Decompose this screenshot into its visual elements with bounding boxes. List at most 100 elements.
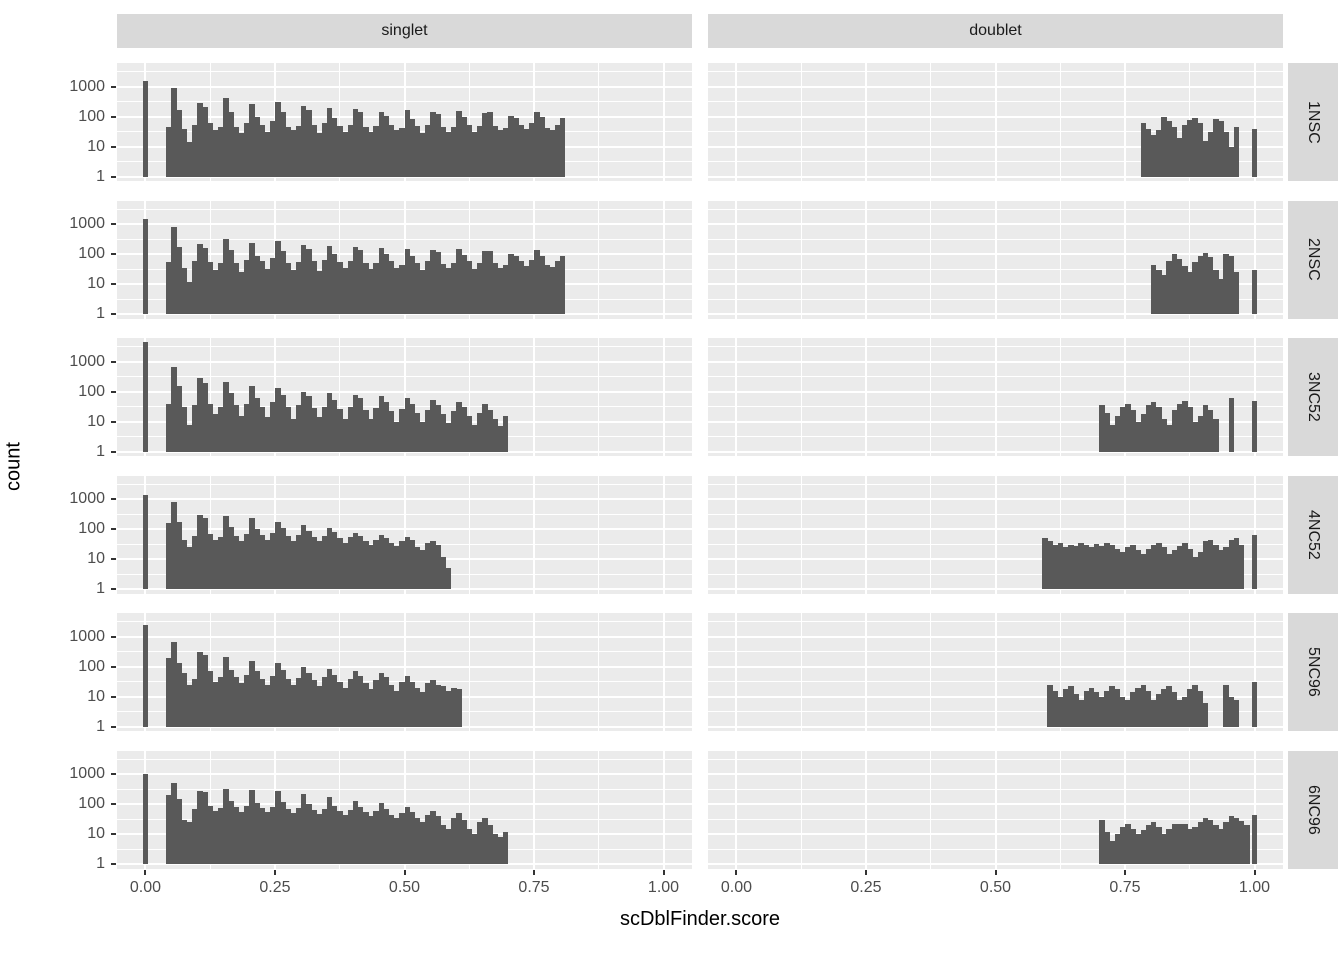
- histogram-bar: [212, 130, 219, 177]
- histogram-bar: [1140, 414, 1147, 452]
- histogram-bar: [1192, 556, 1198, 589]
- histogram-bar: [1207, 409, 1214, 452]
- histogram-bar: [1073, 694, 1079, 727]
- histogram-bar: [197, 651, 203, 727]
- histogram-bar: [414, 262, 421, 314]
- y-major-gridline: [117, 498, 692, 501]
- facet-row-strip: 4NC52: [1288, 475, 1338, 594]
- histogram-bar: [477, 262, 483, 314]
- histogram-bar: [1171, 692, 1178, 727]
- histogram-bar: [1104, 542, 1110, 590]
- histogram-bar: [1099, 405, 1105, 452]
- x-minor-gridline: [1059, 338, 1061, 456]
- histogram-bar: [420, 269, 426, 315]
- histogram-bar: [352, 109, 359, 177]
- histogram-bar: [502, 416, 509, 452]
- x-minor-gridline: [339, 475, 341, 594]
- histogram-bar: [1104, 831, 1110, 864]
- histogram-bar: [440, 414, 447, 452]
- x-minor-gridline: [1059, 475, 1061, 594]
- histogram-bar: [233, 405, 240, 452]
- histogram-bar: [176, 799, 183, 864]
- histogram-bar: [1233, 699, 1240, 727]
- x-major-gridline: [1253, 613, 1256, 731]
- histogram-bar: [440, 127, 447, 177]
- histogram-bar: [166, 262, 172, 314]
- histogram-bar: [388, 814, 395, 864]
- y-major-gridline: [117, 450, 692, 453]
- x-axis-tick-label: 0.00: [720, 878, 753, 896]
- histogram-bar: [1068, 686, 1074, 727]
- y-axis-tick-label: 100: [78, 795, 105, 813]
- x-axis-tick: [403, 869, 406, 875]
- y-major-gridline: [117, 863, 692, 866]
- histogram-bar: [528, 123, 535, 177]
- histogram-bar: [1161, 547, 1167, 589]
- histogram-bar: [461, 116, 467, 177]
- histogram-bar: [409, 682, 416, 727]
- histogram-bar: [440, 686, 447, 727]
- histogram-bar: [347, 406, 354, 452]
- histogram-bar: [1156, 694, 1162, 727]
- x-minor-gridline: [468, 63, 470, 181]
- histogram-bar: [368, 132, 374, 177]
- histogram-bar: [269, 533, 276, 589]
- histogram-bar: [326, 393, 333, 452]
- histogram-bar: [280, 394, 286, 452]
- x-major-gridline: [864, 338, 867, 456]
- histogram-bar: [539, 117, 545, 177]
- histogram-bar: [471, 834, 478, 864]
- histogram-bar: [1171, 409, 1178, 452]
- histogram-bar: [202, 248, 208, 315]
- histogram-bar: [243, 674, 250, 727]
- histogram-bar: [528, 260, 535, 314]
- facet-panel: [117, 475, 692, 594]
- histogram-bar: [295, 534, 302, 590]
- facet-col-strip: doublet: [708, 14, 1283, 48]
- histogram-bar: [420, 822, 426, 864]
- histogram-bar: [254, 117, 260, 177]
- histogram-bar: [197, 102, 203, 177]
- histogram-bar: [311, 408, 317, 452]
- histogram-spike-bar: [142, 625, 149, 727]
- histogram-bar: [1171, 254, 1178, 314]
- facet-panel: [117, 200, 692, 319]
- histogram-bar: [280, 801, 286, 865]
- histogram-bar: [1218, 828, 1224, 864]
- y-axis-title: count: [2, 442, 25, 491]
- histogram-bar: [487, 825, 493, 864]
- histogram-bar: [1125, 823, 1131, 864]
- histogram-bar: [1213, 269, 1219, 315]
- y-axis-tick-label: 100: [78, 107, 105, 125]
- histogram-bar: [1197, 123, 1204, 177]
- histogram-bar: [238, 133, 245, 177]
- histogram-bar: [233, 807, 240, 864]
- histogram-bar: [295, 678, 302, 727]
- histogram-bar: [523, 129, 530, 177]
- histogram-bar: [290, 130, 297, 177]
- histogram-bar: [466, 415, 473, 452]
- y-axis-tick: [111, 223, 116, 226]
- histogram-bar: [383, 115, 390, 177]
- histogram-bar: [420, 421, 426, 452]
- histogram-bar: [394, 267, 400, 314]
- x-axis-tick-label: 0.25: [850, 878, 882, 896]
- histogram-bar: [1176, 823, 1183, 864]
- x-major-gridline: [1253, 750, 1256, 869]
- histogram-bar: [326, 528, 333, 589]
- histogram-bar: [331, 674, 338, 727]
- histogram-bar: [249, 385, 255, 452]
- histogram-bar: [306, 804, 312, 864]
- histogram-bar: [223, 656, 229, 727]
- y-axis-tick-label: 10: [87, 825, 105, 843]
- x-major-gridline: [662, 613, 665, 731]
- x-major-gridline: [864, 750, 867, 869]
- histogram-bar: [1238, 544, 1245, 590]
- histogram-bar: [176, 247, 183, 314]
- histogram-bar: [388, 684, 395, 727]
- x-major-gridline: [533, 613, 535, 731]
- y-major-gridline: [117, 773, 692, 776]
- y-major-gridline: [117, 390, 692, 393]
- histogram-bar: [352, 533, 359, 589]
- histogram-bar: [383, 808, 390, 864]
